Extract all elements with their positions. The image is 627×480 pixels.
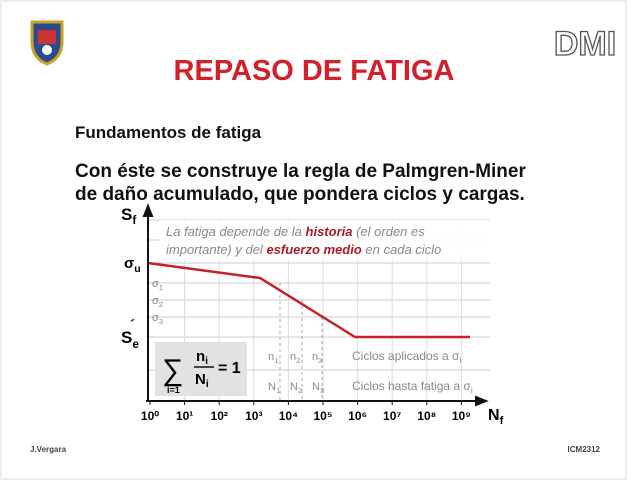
stress-label: σu: [124, 255, 141, 275]
footer-left: J.Vergara: [30, 445, 67, 454]
x-tick-label: 10⁵: [314, 409, 333, 423]
x-tick-label: 10³: [245, 409, 262, 423]
cycle-count: N2: [290, 381, 302, 395]
note-box: [160, 220, 490, 260]
body-line: Con éste se construye la regla de Palmgr…: [75, 161, 526, 182]
formula-numerator: ni: [196, 348, 208, 367]
guide-lines: [279, 283, 323, 400]
stress-label: Se: [121, 328, 139, 351]
cycle-count: n3: [312, 351, 322, 365]
x-tick-label: 10⁰: [141, 409, 159, 423]
logo-left: [30, 20, 64, 66]
cycle-count: n1: [268, 351, 278, 365]
x-tick-label: 10⁶: [348, 409, 367, 423]
x-axis-label: Nf: [488, 407, 504, 427]
failure-label: Ciclos hasta fatiga a σi: [352, 379, 473, 395]
cycle-count: N1: [268, 381, 280, 395]
body-line: de daño acumulado, que pondera ciclos y …: [75, 184, 525, 205]
formula-result: = 1: [218, 360, 241, 377]
x-tick-label: 10⁷: [383, 409, 401, 423]
stress-label: σ2: [152, 295, 163, 309]
applied-label: Ciclos aplicados a σi: [352, 349, 461, 365]
x-ticks: 10⁰ 10¹ 10² 10³ 10⁴ 10⁵ 10⁶ 10⁷ 10⁸ 10⁹: [141, 401, 471, 423]
footer-right: ICM2312: [568, 445, 601, 454]
sn-diagram: La fatiga depende de la historia (el ord…: [121, 203, 504, 427]
formula-denominator: Ni: [195, 371, 209, 390]
sn-curve: [147, 261, 470, 339]
cycle-count: N3: [312, 381, 324, 395]
axes: [142, 203, 489, 407]
y-axis-label: Sf: [121, 205, 136, 227]
formula-box: [155, 342, 247, 396]
x-tick-label: 10⁹: [452, 409, 471, 423]
formula-index: i=1: [167, 385, 180, 395]
stress-label: σ1: [152, 278, 163, 292]
accent: ´: [130, 317, 135, 334]
x-tick-label: 10⁴: [279, 409, 298, 423]
subtitle: Fundamentos de fatiga: [75, 123, 262, 142]
stress-label: σ3: [152, 312, 163, 326]
x-tick-label: 10²: [211, 409, 228, 423]
x-tick-label: 10⁸: [417, 409, 436, 423]
logo-right: DMI: [554, 25, 616, 63]
x-tick-label: 10¹: [176, 409, 193, 423]
cycle-count: n2: [290, 351, 300, 365]
formula-sum: ∑: [162, 354, 183, 387]
cycle-counts: n1 n2 n3 N1 N2 N3: [268, 351, 324, 395]
slide-title: REPASO DE FATIGA: [174, 55, 455, 87]
note: La fatiga depende de la historia (el ord…: [166, 224, 441, 257]
